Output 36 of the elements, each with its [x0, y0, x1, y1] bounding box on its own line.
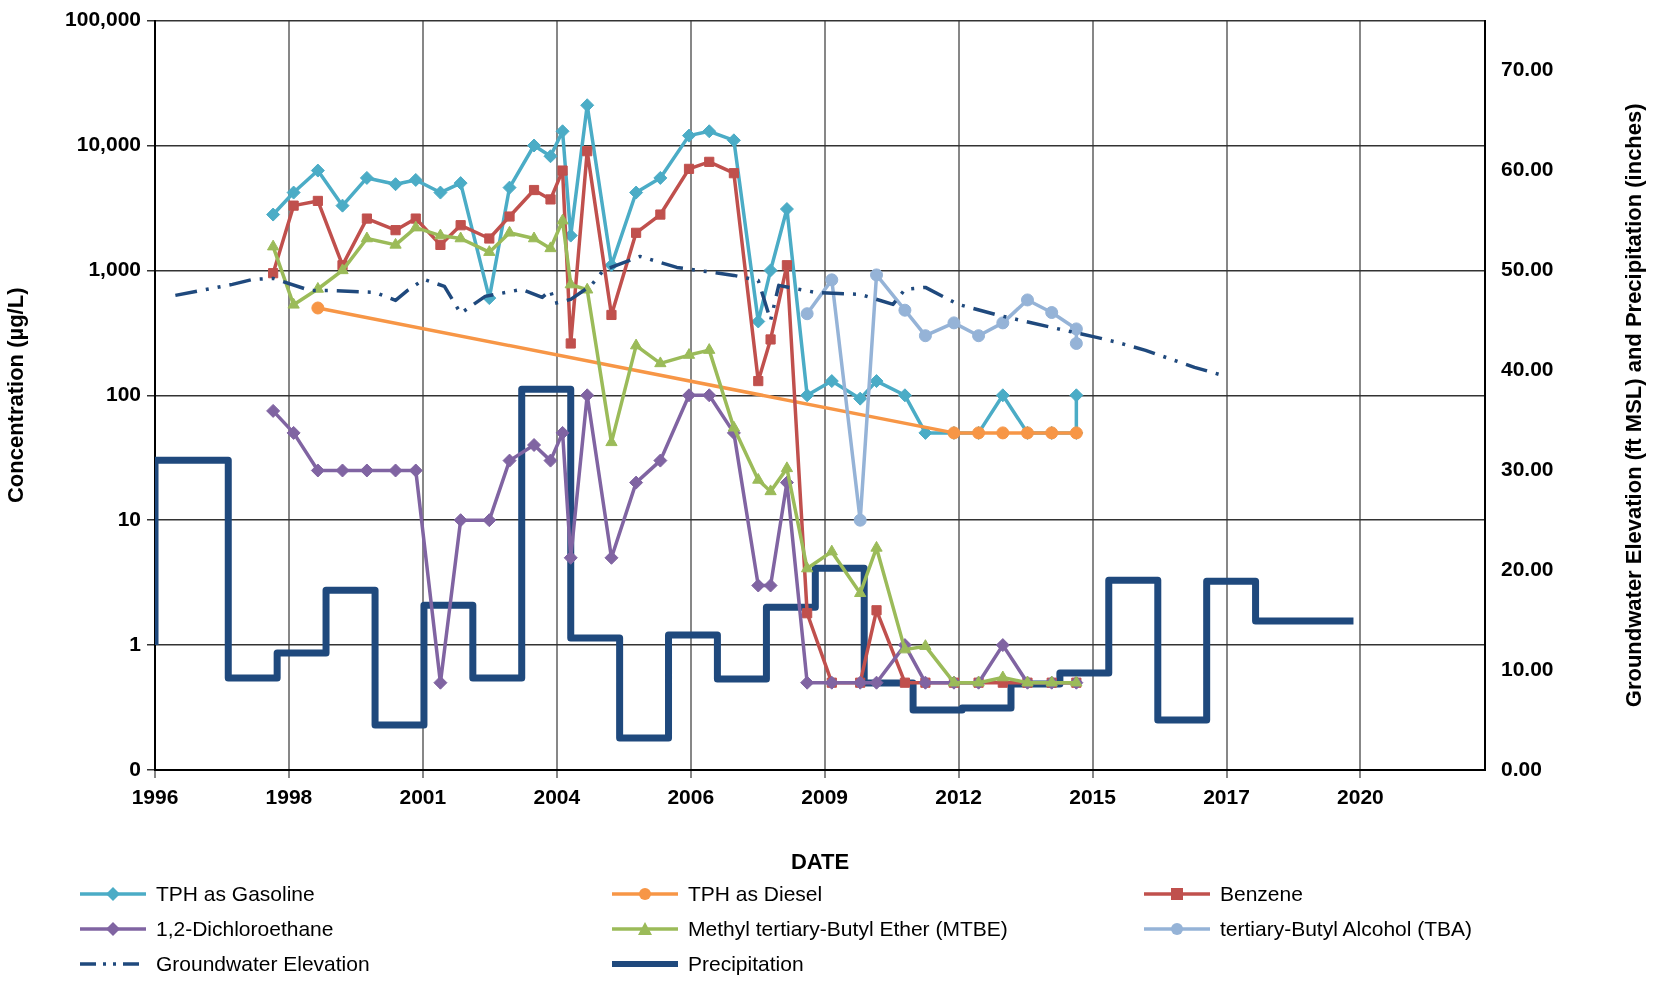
y2-tick-label: 20.00	[1501, 556, 1554, 580]
x-tick-label: 2006	[667, 785, 715, 809]
x-tick-label: 2015	[1069, 785, 1117, 809]
y2-tick-label: 70.00	[1501, 57, 1554, 81]
legend-label: Precipitation	[688, 951, 804, 976]
x-axis-title: DATE	[790, 848, 850, 874]
legend-label: Benzene	[1220, 881, 1303, 906]
x-tick-label: 1998	[265, 785, 313, 809]
y-tick-label: 100,000	[65, 7, 141, 31]
y-tick-label: 10	[117, 507, 141, 530]
x-tick-label: 2009	[801, 785, 849, 809]
x-tick-label: 2017	[1203, 785, 1250, 809]
x-tick-label: 2001	[399, 785, 447, 809]
legend-label: Groundwater Elevation	[156, 951, 370, 976]
y2-tick-label: 30.00	[1501, 457, 1554, 481]
y-tick-label: 1,000	[88, 257, 141, 281]
y-tick-label: 0	[129, 756, 141, 780]
legend-label: TPH as Diesel	[688, 881, 823, 906]
x-tick-label: 1996	[131, 785, 179, 809]
x-tick-label: 2012	[935, 785, 982, 809]
legend-label: Methyl tertiary-Butyl Ether (MTBE)	[688, 916, 1008, 941]
y2-tick-label: 60.00	[1501, 157, 1554, 181]
y-tick-label: 1	[129, 631, 142, 655]
y-tick-label: 100	[105, 382, 141, 406]
legend-label: 1,2-Dichloroethane	[156, 916, 334, 941]
x-tick-label: 2020	[1337, 785, 1384, 809]
legend-label: TPH as Gasoline	[156, 881, 315, 906]
y2-tick-label: 50.00	[1501, 257, 1554, 281]
y-axis-title: Concentration (µg/L)	[3, 287, 29, 504]
y2-tick-label: 10.00	[1501, 656, 1554, 680]
y2-axis-title: Groundwater Elevation (ft MSL) and Precipitation (inches)	[1621, 103, 1647, 708]
y2-tick-label: 0.00	[1501, 756, 1542, 780]
y-tick-label: 10,000	[76, 132, 141, 156]
legend-label: tertiary-Butyl Alcohol (TBA)	[1220, 916, 1473, 941]
y2-tick-label: 40.00	[1501, 357, 1554, 381]
x-tick-label: 2004	[533, 785, 581, 809]
